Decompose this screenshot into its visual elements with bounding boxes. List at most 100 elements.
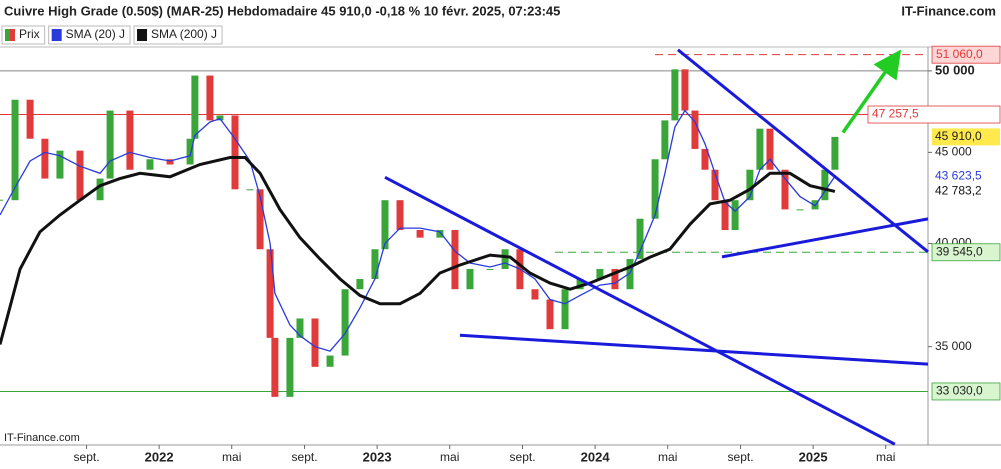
level-label-box (931, 382, 1001, 401)
legend-swatch (5, 29, 10, 41)
candle (271, 337, 279, 397)
last-value-label: 45 910,0 (935, 129, 982, 143)
candle (11, 99, 19, 201)
legend-item: SMA (20) J (48, 25, 131, 45)
plot-area (0, 54, 928, 397)
candle (546, 299, 554, 330)
candle (561, 289, 569, 330)
candle (596, 268, 604, 280)
x-tick-label: sept. (292, 450, 318, 464)
candle (216, 115, 224, 121)
candle (681, 69, 689, 111)
candle (691, 110, 699, 149)
candle (371, 249, 379, 280)
legend-box (48, 25, 131, 45)
candle (266, 249, 274, 338)
candle (146, 159, 154, 170)
header-bg (0, 0, 1001, 22)
candle (651, 159, 659, 219)
last-value-label: 43 623,5 (935, 169, 982, 183)
legend-item: Prix (1, 25, 46, 45)
candle (396, 200, 404, 231)
candle (96, 178, 104, 201)
candle (206, 75, 214, 121)
candle (416, 230, 424, 238)
sma-line (0, 109, 836, 352)
candle (381, 200, 389, 250)
candle (256, 189, 264, 250)
legend-label: SMA (200) J (151, 27, 217, 41)
candle (56, 150, 64, 179)
candle (191, 75, 199, 139)
x-tick-label: 2023 (363, 449, 392, 464)
candle (0, 199, 3, 201)
watermark: IT-Finance.com (4, 432, 80, 444)
last-value-box (932, 128, 1000, 146)
x-tick-label: mai (876, 450, 895, 464)
legend-swatch (51, 29, 62, 41)
candle (341, 289, 349, 356)
level-label-box (867, 105, 1001, 124)
candle (746, 169, 754, 201)
candle (326, 355, 334, 367)
legend-label: SMA (20) J (66, 27, 125, 41)
candle (531, 289, 539, 300)
candle (186, 138, 194, 165)
x-tick-label: sept. (74, 450, 100, 464)
trendline (721, 217, 929, 259)
candle (501, 249, 509, 269)
x-tick-label: 2022 (145, 449, 174, 464)
legend-swatch (137, 29, 148, 41)
x-tick-label: 2025 (799, 449, 828, 464)
x-tick-label: sept. (510, 450, 536, 464)
x-tick-label: sept. (728, 450, 754, 464)
legend-box (133, 25, 223, 45)
legend-label: Prix (19, 27, 40, 41)
x-tick-label: mai (440, 450, 459, 464)
candle (576, 279, 584, 290)
candle (356, 279, 364, 290)
candle (296, 318, 304, 338)
candle (76, 150, 84, 201)
level-label: 39 545,0 (936, 244, 983, 258)
legend: Prix SMA (20) J SMA (200) J (1, 25, 223, 45)
candle (466, 268, 474, 290)
candle (436, 230, 444, 238)
candle (766, 128, 774, 170)
trendline (384, 176, 896, 446)
y-tick-label: 50 000 (935, 62, 975, 77)
candle (26, 99, 34, 139)
x-tick-label: mai (658, 450, 677, 464)
candle (636, 218, 644, 260)
candle (831, 136, 839, 170)
x-tick-label: mai (222, 450, 241, 464)
x-tick-label: 2024 (581, 449, 611, 464)
target-arrow (841, 49, 902, 134)
candle (626, 259, 634, 290)
candle (661, 120, 669, 160)
level-label-box (931, 243, 1001, 262)
y-tick-label: 35 000 (935, 339, 972, 353)
candle (106, 110, 114, 179)
candle (246, 189, 254, 191)
candle (701, 148, 709, 170)
candle (756, 128, 764, 170)
candle (821, 169, 829, 201)
chart-title: Cuivre High Grade (0.50$) (MAR-25) Hebdo… (4, 3, 560, 18)
candle (721, 200, 729, 231)
trendline (459, 333, 929, 366)
candle (486, 268, 494, 270)
candle (231, 115, 239, 190)
candle (286, 337, 294, 397)
candle (796, 209, 804, 211)
candle (611, 268, 619, 290)
level-label: 47 257,5 (872, 107, 919, 121)
legend-swatch (10, 29, 15, 41)
trendline (677, 48, 929, 253)
candle (781, 169, 789, 210)
candle (41, 138, 49, 179)
candle (166, 159, 174, 165)
brand: IT-Finance.com (901, 3, 996, 18)
